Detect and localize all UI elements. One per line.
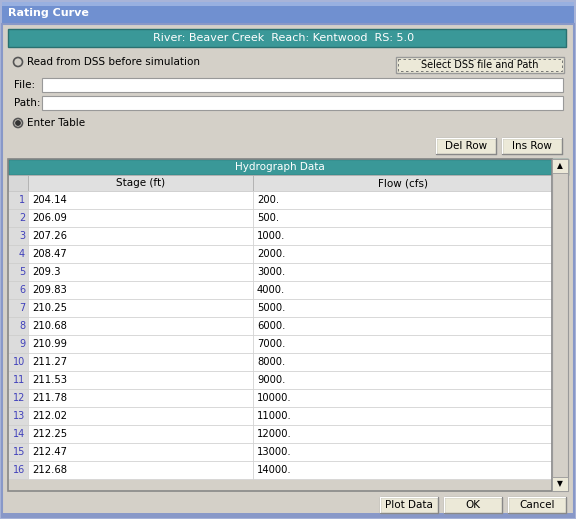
Bar bbox=[8, 299, 28, 317]
FancyBboxPatch shape bbox=[436, 138, 496, 154]
Bar bbox=[8, 159, 568, 175]
Bar bbox=[28, 389, 253, 407]
Bar bbox=[8, 29, 566, 47]
Text: 4: 4 bbox=[19, 249, 25, 259]
Bar bbox=[2, 2, 574, 24]
Bar bbox=[253, 299, 552, 317]
Text: 2000.: 2000. bbox=[257, 249, 285, 259]
Bar bbox=[253, 353, 552, 371]
Bar bbox=[8, 175, 552, 191]
Text: 15: 15 bbox=[13, 447, 25, 457]
Text: River: Beaver Creek  Reach: Kentwood  RS: 5.0: River: Beaver Creek Reach: Kentwood RS: … bbox=[153, 33, 415, 43]
Text: 7: 7 bbox=[19, 303, 25, 313]
Bar bbox=[552, 159, 568, 173]
Bar bbox=[8, 227, 28, 245]
Text: 210.25: 210.25 bbox=[32, 303, 67, 313]
Bar bbox=[28, 227, 253, 245]
Text: Rating Curve: Rating Curve bbox=[8, 8, 89, 18]
Bar bbox=[253, 425, 552, 443]
Text: 10000.: 10000. bbox=[257, 393, 291, 403]
Bar bbox=[8, 245, 28, 263]
Bar bbox=[28, 245, 253, 263]
Bar bbox=[8, 209, 28, 227]
Bar bbox=[28, 263, 253, 281]
Bar bbox=[8, 317, 28, 335]
Bar bbox=[8, 175, 28, 191]
Text: 8: 8 bbox=[19, 321, 25, 331]
Bar bbox=[28, 353, 253, 371]
FancyBboxPatch shape bbox=[444, 497, 502, 513]
Bar bbox=[8, 263, 28, 281]
Text: 11000.: 11000. bbox=[257, 411, 292, 421]
Text: OK: OK bbox=[465, 500, 480, 510]
Text: 208.47: 208.47 bbox=[32, 249, 67, 259]
Text: 13: 13 bbox=[13, 411, 25, 421]
Bar bbox=[28, 407, 253, 425]
FancyBboxPatch shape bbox=[508, 497, 566, 513]
Bar bbox=[8, 407, 28, 425]
Bar bbox=[253, 335, 552, 353]
Text: 206.09: 206.09 bbox=[32, 213, 67, 223]
Text: 7000.: 7000. bbox=[257, 339, 285, 349]
Text: 9: 9 bbox=[19, 339, 25, 349]
Bar bbox=[253, 209, 552, 227]
Bar bbox=[253, 407, 552, 425]
Bar bbox=[28, 191, 253, 209]
Bar bbox=[28, 335, 253, 353]
Bar bbox=[8, 425, 28, 443]
Text: 3000.: 3000. bbox=[257, 267, 285, 277]
Bar bbox=[253, 389, 552, 407]
Bar bbox=[253, 245, 552, 263]
Text: 211.53: 211.53 bbox=[32, 375, 67, 385]
Bar bbox=[253, 461, 552, 479]
Text: Plot Data: Plot Data bbox=[385, 500, 433, 510]
Text: 500.: 500. bbox=[257, 213, 279, 223]
Text: Stage (ft): Stage (ft) bbox=[116, 178, 165, 188]
Bar bbox=[8, 371, 28, 389]
Text: 1: 1 bbox=[19, 195, 25, 205]
Text: ▼: ▼ bbox=[557, 480, 563, 488]
Bar bbox=[28, 281, 253, 299]
Text: 1000.: 1000. bbox=[257, 231, 285, 241]
Bar bbox=[552, 159, 568, 491]
Bar bbox=[253, 281, 552, 299]
Text: 209.83: 209.83 bbox=[32, 285, 67, 295]
FancyBboxPatch shape bbox=[396, 57, 564, 73]
Text: 2: 2 bbox=[19, 213, 25, 223]
Text: 212.68: 212.68 bbox=[32, 465, 67, 475]
Bar bbox=[28, 461, 253, 479]
Bar bbox=[253, 317, 552, 335]
Bar bbox=[8, 353, 28, 371]
FancyBboxPatch shape bbox=[42, 78, 563, 92]
Circle shape bbox=[16, 121, 20, 125]
Text: Flow (cfs): Flow (cfs) bbox=[377, 178, 427, 188]
Text: 5000.: 5000. bbox=[257, 303, 285, 313]
Bar bbox=[253, 263, 552, 281]
Text: 211.27: 211.27 bbox=[32, 357, 67, 367]
Bar bbox=[28, 175, 253, 191]
Text: 14: 14 bbox=[13, 429, 25, 439]
Bar bbox=[28, 317, 253, 335]
Bar bbox=[253, 191, 552, 209]
Text: Cancel: Cancel bbox=[519, 500, 555, 510]
Text: 211.78: 211.78 bbox=[32, 393, 67, 403]
Text: 209.3: 209.3 bbox=[32, 267, 60, 277]
Text: 12000.: 12000. bbox=[257, 429, 292, 439]
FancyBboxPatch shape bbox=[502, 138, 562, 154]
Bar bbox=[28, 209, 253, 227]
Bar bbox=[8, 389, 28, 407]
Text: 11: 11 bbox=[13, 375, 25, 385]
Bar bbox=[8, 443, 28, 461]
Bar bbox=[253, 443, 552, 461]
Text: Ins Row: Ins Row bbox=[512, 141, 552, 151]
Text: 12: 12 bbox=[13, 393, 25, 403]
Text: ▲: ▲ bbox=[557, 161, 563, 171]
Text: 210.99: 210.99 bbox=[32, 339, 67, 349]
FancyBboxPatch shape bbox=[42, 96, 563, 110]
Text: 207.26: 207.26 bbox=[32, 231, 67, 241]
Bar bbox=[8, 159, 552, 491]
Bar bbox=[8, 461, 28, 479]
Text: 3: 3 bbox=[19, 231, 25, 241]
Text: 8000.: 8000. bbox=[257, 357, 285, 367]
